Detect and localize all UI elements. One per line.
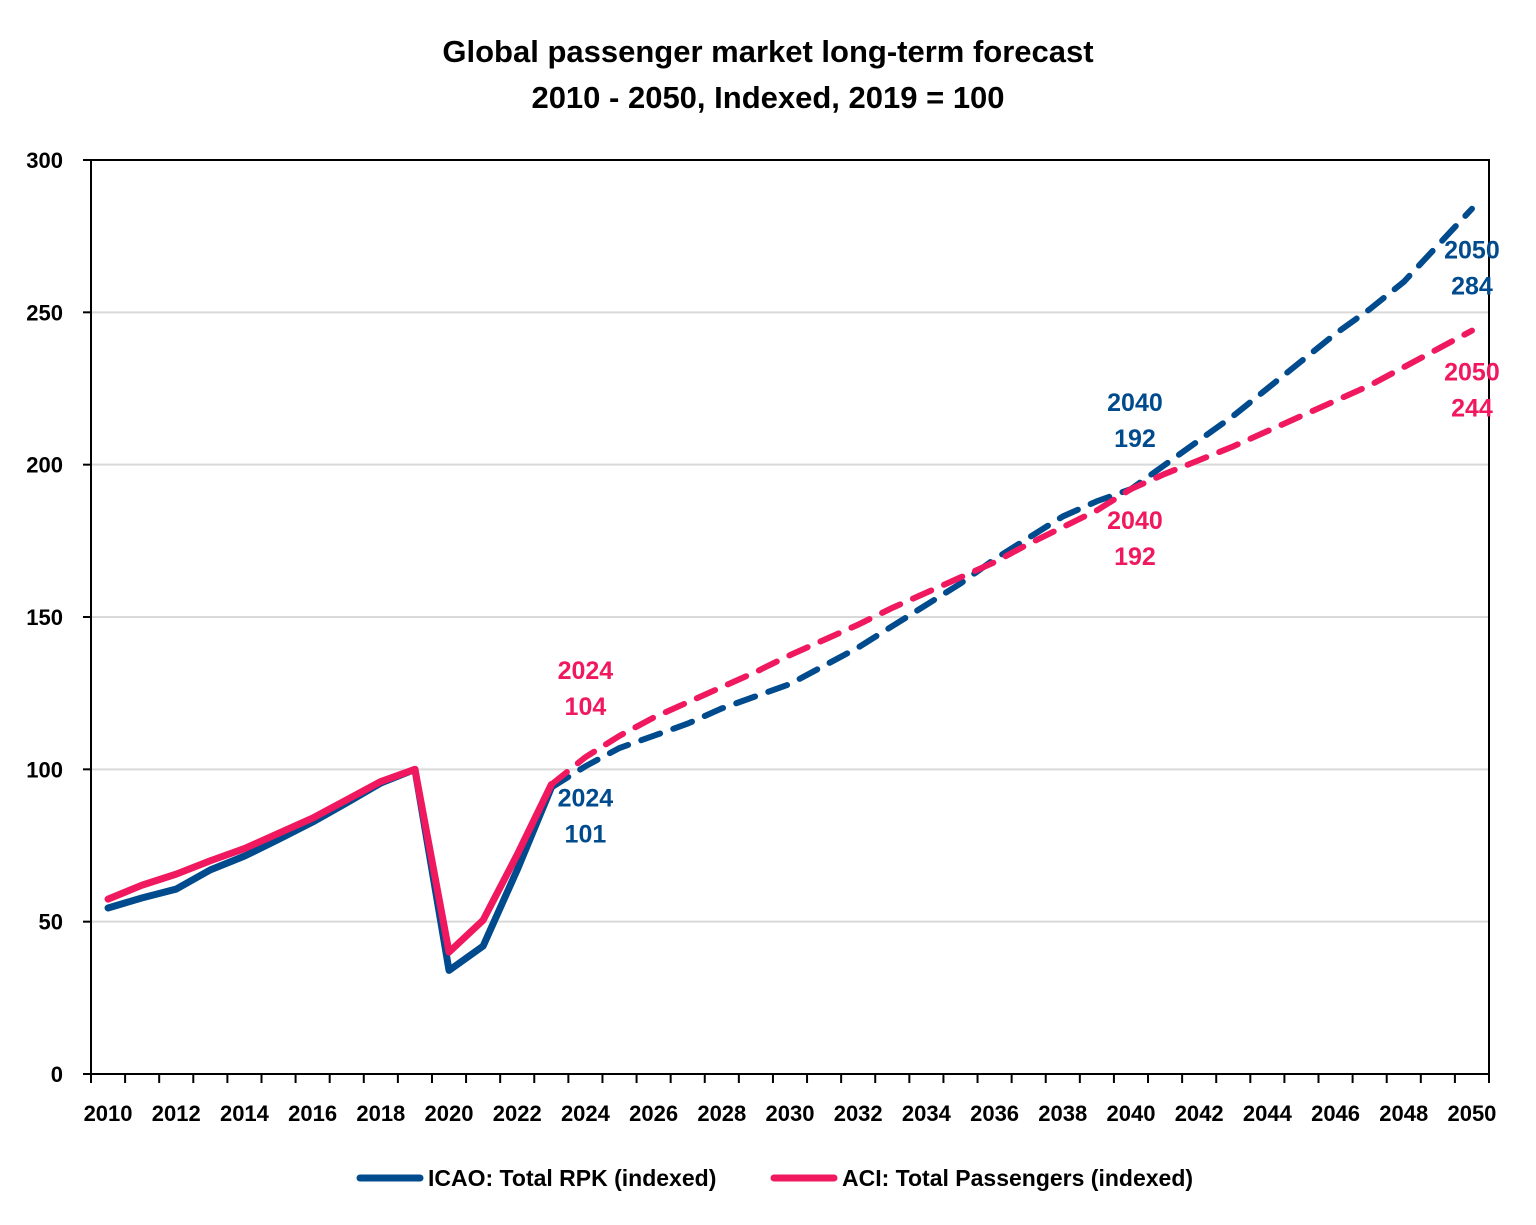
y-tick-label: 250 [26,300,63,325]
x-tick-label: 2018 [356,1101,405,1126]
y-tick-label: 200 [26,453,63,478]
legend: ICAO: Total RPK (indexed) ACI: Total Pas… [356,1165,1193,1191]
annotations: 2024 104 2024 101 2040 192 2040 192 2050 284 2050 2… [558,237,1500,849]
x-tick-label: 2036 [970,1101,1019,1126]
annotation-year: 2024 [558,784,614,812]
series-line-historical-0 [104,765,555,974]
x-tick-label: 2022 [493,1101,542,1126]
x-tick-label: 2032 [834,1101,883,1126]
x-tick-label: 2012 [152,1101,201,1126]
annotation-value: 192 [1114,543,1156,571]
x-tick-label: 2024 [561,1101,611,1126]
annotation-value: 101 [565,820,607,848]
annotation-year: 2050 [1444,237,1500,265]
gridlines [91,311,1489,923]
x-tick-label: 2048 [1379,1101,1428,1126]
annotation-year: 2050 [1444,359,1500,387]
x-tick-label: 2026 [629,1101,678,1126]
x-tick-label: 2044 [1243,1101,1293,1126]
x-tick-label: 2040 [1106,1101,1155,1126]
x-tick-label: 2046 [1311,1101,1360,1126]
x-tick-label: 2038 [1038,1101,1087,1126]
legend-label-aci: ACI: Total Passengers (indexed) [842,1165,1193,1191]
x-tick-label: 2010 [84,1101,133,1126]
annotation-year: 2040 [1107,507,1163,535]
series-line-forecast-0 [548,205,1475,791]
plot-frame [90,159,1490,1075]
x-tick-label: 2030 [766,1101,815,1126]
series-line-historical-1 [104,765,555,956]
y-tick-label: 100 [26,757,63,782]
chart-title: Global passenger market long-term foreca… [442,34,1093,69]
x-tick-label: 2050 [1447,1101,1496,1126]
axes: 0 50 100 150 200 250 300 2010 2012 2014 2016 2018 20… [26,148,1496,1126]
y-tick-label: 150 [26,605,63,630]
annotation-value: 244 [1451,395,1493,423]
y-tick-label: 300 [26,148,63,173]
annotation-value: 284 [1451,273,1493,301]
x-tick-label: 2042 [1175,1101,1224,1126]
y-tick-label: 50 [39,910,63,935]
series-lines [104,205,1475,974]
x-tick-label: 2034 [902,1101,952,1126]
chart-subtitle: 2010 - 2050, Indexed, 2019 = 100 [531,80,1004,115]
x-tick-label: 2020 [425,1101,474,1126]
x-tick-label: 2028 [697,1101,746,1126]
y-tick-label: 0 [51,1062,63,1087]
x-tick-label: 2016 [288,1101,337,1126]
legend-label-icao: ICAO: Total RPK (indexed) [428,1165,716,1191]
annotation-value: 192 [1114,425,1156,453]
x-tick-label: 2014 [220,1101,270,1126]
annotation-value: 104 [565,693,607,721]
series-line-forecast-1 [548,327,1475,788]
annotation-year: 2024 [558,657,614,685]
annotation-year: 2040 [1107,389,1163,417]
